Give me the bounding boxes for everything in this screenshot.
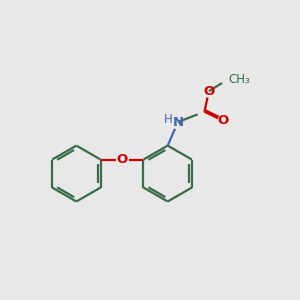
Text: O: O bbox=[217, 114, 228, 127]
Text: H: H bbox=[164, 113, 173, 126]
Text: O: O bbox=[203, 85, 214, 98]
Text: CH₃: CH₃ bbox=[229, 74, 250, 86]
Text: N: N bbox=[172, 116, 184, 128]
Text: O: O bbox=[116, 153, 128, 166]
